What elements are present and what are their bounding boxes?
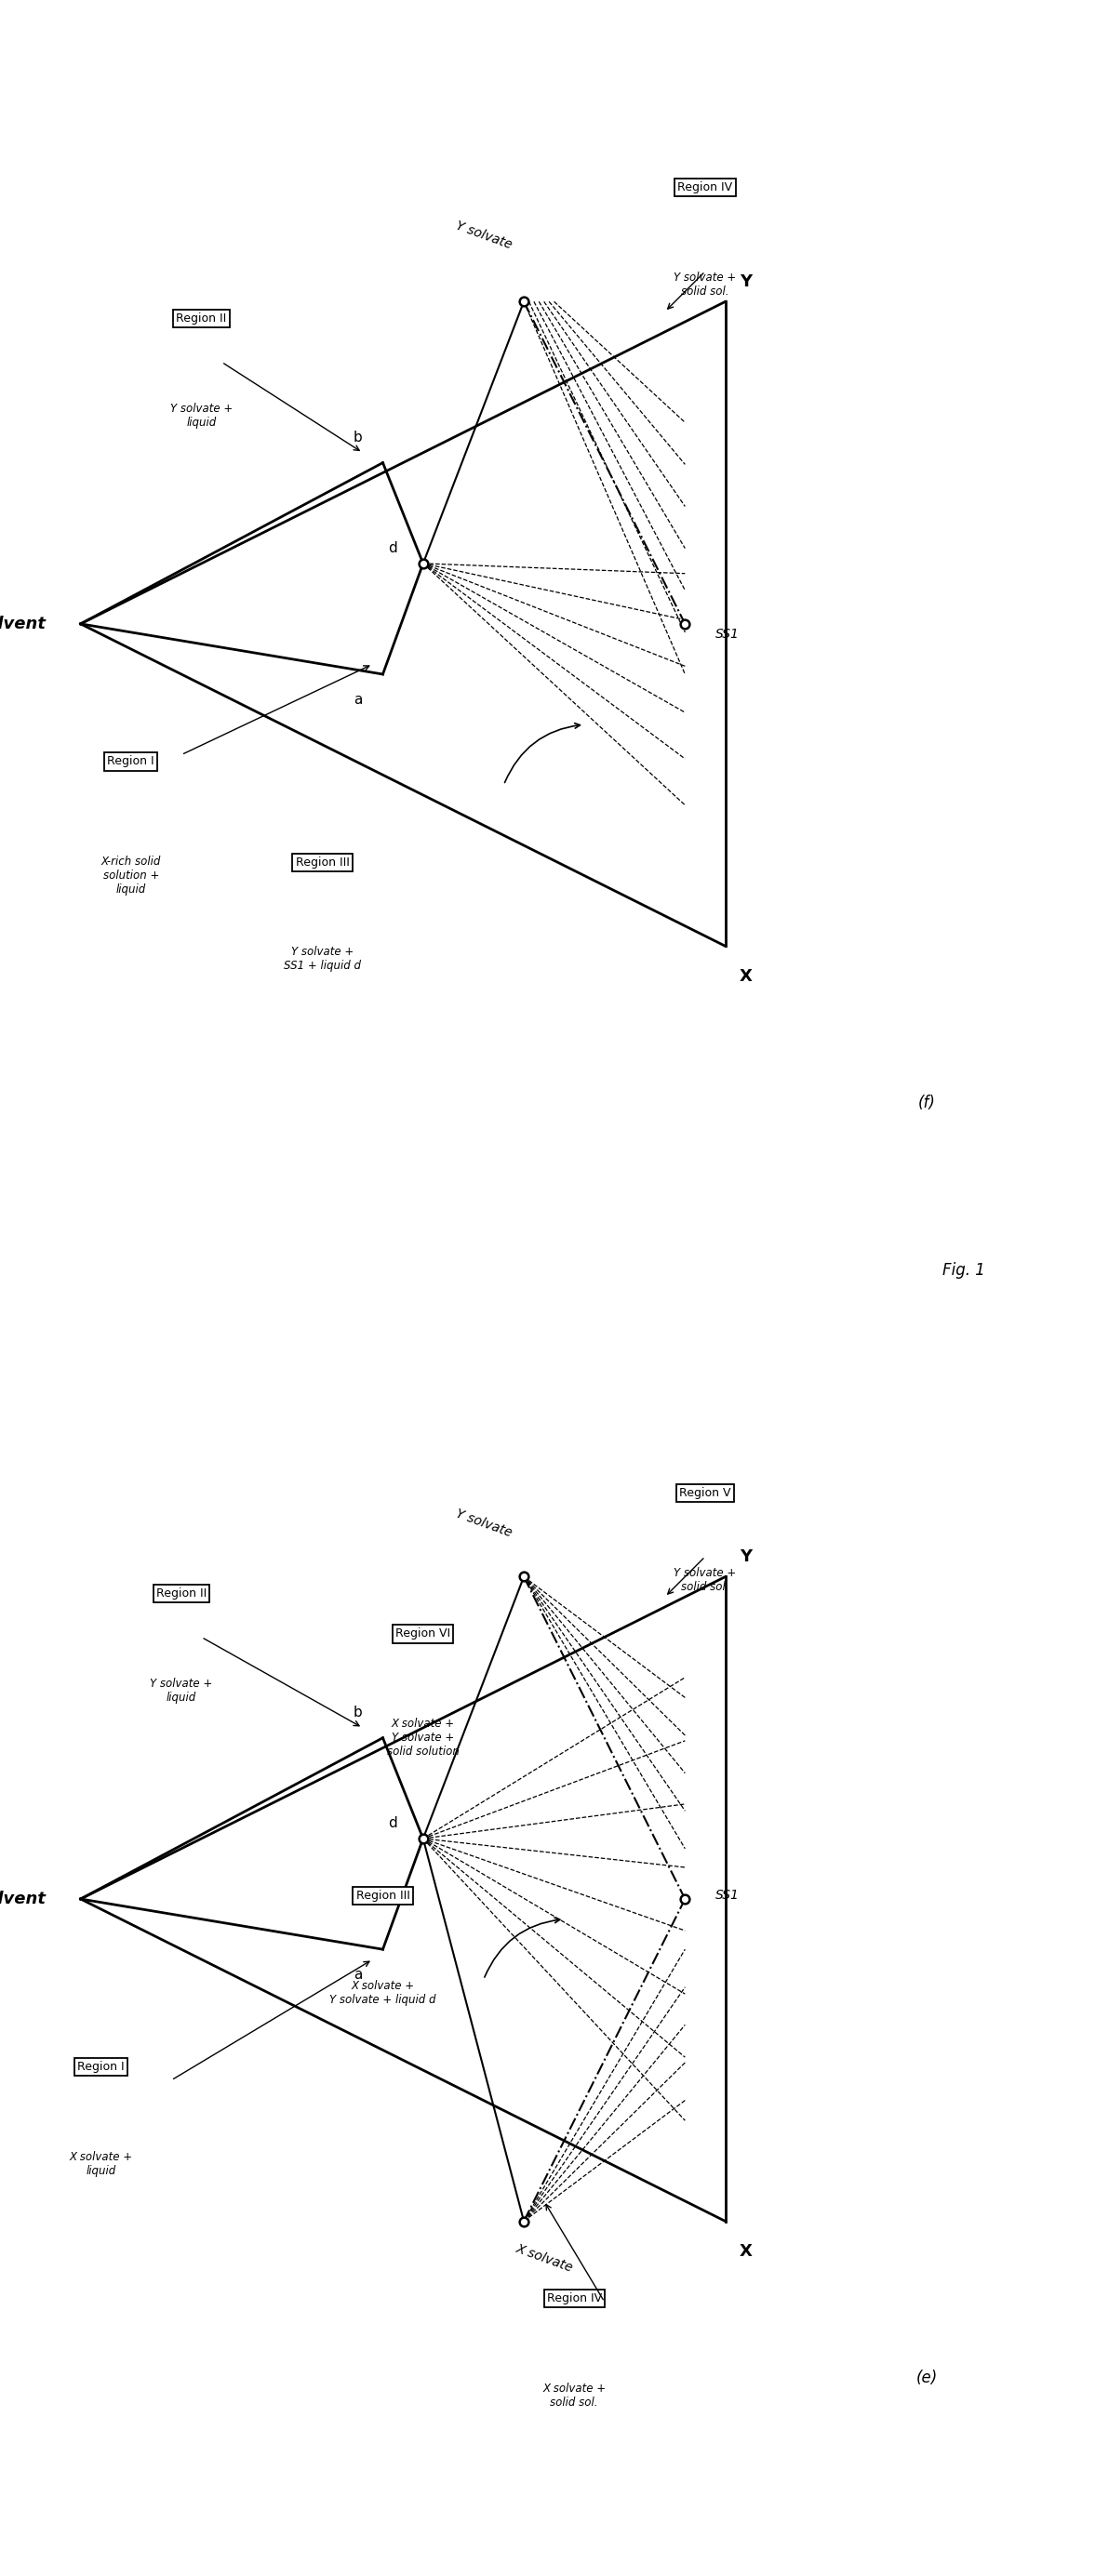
Text: b: b xyxy=(353,430,362,446)
Text: SS1: SS1 xyxy=(715,629,739,641)
Text: Region IV: Region IV xyxy=(678,180,733,193)
Text: Region II: Region II xyxy=(157,1587,207,1600)
Text: (e): (e) xyxy=(917,2370,937,2385)
Text: X solvate +
liquid: X solvate + liquid xyxy=(69,2151,132,2177)
Text: Y: Y xyxy=(739,1548,751,1566)
Text: Y solvate +
liquid: Y solvate + liquid xyxy=(150,1677,212,1703)
Text: Region III: Region III xyxy=(296,855,349,868)
Text: d: d xyxy=(389,541,397,556)
Text: Y: Y xyxy=(739,273,751,291)
Text: Solvent: Solvent xyxy=(0,1891,46,1906)
Text: X-rich solid
solution +
liquid: X-rich solid solution + liquid xyxy=(101,855,161,896)
Text: X: X xyxy=(739,2244,752,2259)
Text: a: a xyxy=(354,693,362,706)
Text: d: d xyxy=(389,1816,397,1832)
Text: Solvent: Solvent xyxy=(0,616,46,631)
Text: Region II: Region II xyxy=(176,312,227,325)
Text: Y solvate +
liquid: Y solvate + liquid xyxy=(170,402,233,428)
Text: Region IV: Region IV xyxy=(546,2293,602,2306)
Text: Y solvate: Y solvate xyxy=(453,219,514,252)
Text: a: a xyxy=(354,1968,362,1981)
Text: X solvate: X solvate xyxy=(514,2241,574,2275)
Text: Region VI: Region VI xyxy=(395,1628,451,1641)
Text: Y solvate +
solid sol.: Y solvate + solid sol. xyxy=(673,270,737,296)
Text: Fig. 1: Fig. 1 xyxy=(943,1262,984,1278)
Text: Y solvate +
solid sol.: Y solvate + solid sol. xyxy=(673,1566,737,1592)
Text: b: b xyxy=(353,1705,362,1721)
Text: Region I: Region I xyxy=(77,2061,125,2074)
Text: Y solvate +
SS1 + liquid d: Y solvate + SS1 + liquid d xyxy=(284,945,361,971)
Text: Region I: Region I xyxy=(107,755,154,768)
Text: X solvate +
solid sol.: X solvate + solid sol. xyxy=(542,2383,606,2409)
Text: X solvate +
Y solvate + liquid d: X solvate + Y solvate + liquid d xyxy=(330,1978,436,2007)
Text: Region V: Region V xyxy=(679,1486,731,1499)
Text: Region III: Region III xyxy=(356,1891,410,1901)
Text: (f): (f) xyxy=(918,1095,935,1110)
Text: SS1: SS1 xyxy=(715,1888,739,1901)
Text: Y solvate: Y solvate xyxy=(453,1507,514,1540)
Text: X: X xyxy=(739,969,752,984)
Text: X solvate +
Y solvate +
solid solution: X solvate + Y solvate + solid solution xyxy=(387,1718,459,1757)
